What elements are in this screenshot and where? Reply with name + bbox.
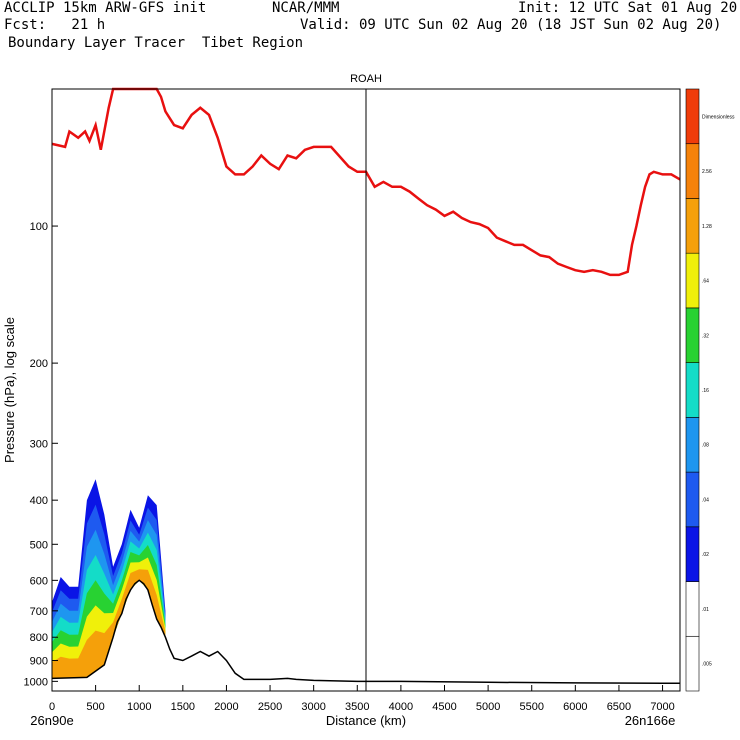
colorbar-swatch [685,252,700,309]
x-axis: 0 500 1000 1500 2000 2500 3000 3500 4000 4500 5000… [49,685,675,713]
header-valid: Valid: 09 UTC Sun 02 Aug 20 (18 JST Sun … [300,17,722,33]
colorbar-swatch [685,417,700,473]
colorbar-swatch [685,307,700,363]
x-tick-label: 7000 [650,701,674,713]
header-init: Init: 12 UTC Sat 01 Aug 20 [518,0,738,16]
y-tick-label: 900 [30,656,48,668]
y-axis-label: Pressure (hPa), log scale [2,317,17,463]
x-tick-label: 0 [49,701,55,713]
colorbar-label: .08 [702,443,709,449]
colorbar-label: .02 [702,552,709,558]
x-tick-label: 1000 [127,701,151,713]
x-tick-label: 5000 [476,701,500,713]
y-tick-label: 200 [30,358,48,370]
colorbar-label: .32 [702,333,709,339]
tracer-plume [52,479,166,679]
x-tick-label: 2000 [214,701,238,713]
colorbar-swatch [685,143,700,199]
header-model: ACCLIP 15km ARW-GFS init [4,0,207,16]
colorbar-swatch [685,88,700,145]
x-tick-label: 6500 [607,701,631,713]
y-tick-label: 100 [30,221,48,233]
colorbar-swatch [685,471,700,528]
header-subtitle: Boundary Layer Tracer Tibet Region [8,35,304,51]
end-label: 26n166e [625,713,676,728]
colorbar-label: 2.56 [702,169,712,175]
chart-title: ROAH [350,73,382,85]
x-tick-label: 4500 [432,701,456,713]
x-tick-label: 2500 [258,701,282,713]
x-tick-label: 6000 [563,701,587,713]
y-tick-label: 400 [30,495,48,507]
colorbar-swatch [685,581,700,637]
x-tick-label: 500 [86,701,104,713]
header-fcst: Fcst: 21 h [4,17,106,33]
y-axis: 100 200 300 400 500 600 700 800 900 1000 [24,221,58,688]
x-tick-label: 4000 [389,701,413,713]
x-tick-label: 1500 [171,701,195,713]
x-tick-label: 3000 [301,701,325,713]
x-axis-label: Distance (km) [326,713,406,728]
plot-frame [51,88,681,692]
colorbar-label: .005 [702,662,712,668]
x-tick-label: 5500 [519,701,543,713]
colorbar-swatch [685,635,700,692]
x-tick-label: 3500 [345,701,369,713]
start-label: 26n90e [30,713,73,728]
y-tick-label: 600 [30,575,48,587]
plume-band [52,569,166,679]
colorbar-swatch [685,526,700,582]
colorbar-swatch [685,198,700,254]
colorbar-label: 1.28 [702,224,712,230]
colorbar: .005 .01 .02 .04 .08 .16 .32 .64 1.28 2.56 Dimensi… [685,88,735,692]
colorbar-label: .16 [702,388,709,394]
y-tick-label: 1000 [24,676,48,688]
plume-band [52,557,166,679]
y-tick-label: 700 [30,606,48,618]
y-tick-label: 300 [30,438,48,450]
y-tick-label: 500 [30,539,48,551]
colorbar-label: .64 [702,279,709,285]
colorbar-swatch [685,362,700,418]
header-org: NCAR/MMM [272,0,340,16]
colorbar-label: .01 [702,607,709,613]
colorbar-label: Dimensionless [702,114,735,120]
colorbar-label: .04 [702,497,709,503]
terrain-line [51,579,680,685]
y-tick-label: 800 [30,632,48,644]
